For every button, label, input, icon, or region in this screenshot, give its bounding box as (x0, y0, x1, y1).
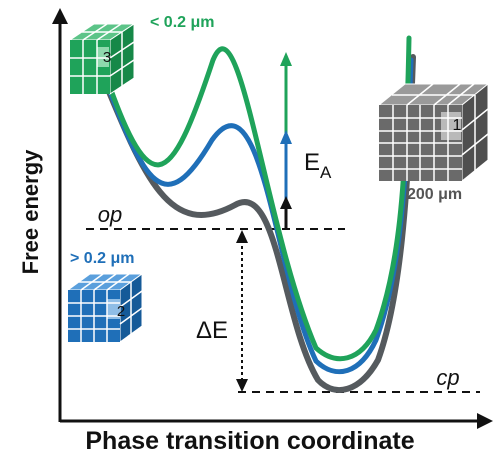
ea-arrowhead-green (280, 52, 292, 66)
y-axis-label: Free energy (18, 149, 43, 274)
ea-arrowhead-black (280, 196, 292, 209)
ea-arrowhead-blue (280, 130, 292, 144)
cube-gray: 1 (377, 82, 490, 183)
delta-e-label: ΔE (196, 317, 228, 344)
cube-green: 3 (68, 23, 136, 95)
op-label: op (98, 202, 122, 227)
cube-green-label: < 0.2 μm (150, 14, 215, 31)
curve-gray (97, 54, 416, 393)
curve-green (97, 35, 412, 362)
cube-gray-number: 1 (453, 117, 462, 134)
activation-arrows (280, 52, 292, 229)
curve-blue (97, 57, 414, 375)
ea-label: EA (304, 149, 332, 182)
ea-label-main: E (304, 149, 320, 176)
x-axis-label: Phase transition coordinate (85, 427, 414, 455)
cube-gray-label: 200 μm (407, 186, 462, 203)
cube-green-number: 3 (103, 49, 111, 66)
cube-blue-label: > 0.2 μm (70, 250, 135, 267)
cp-label: cp (436, 365, 459, 390)
y-axis-arrowhead (52, 8, 68, 24)
cube-blue: 2 (66, 273, 144, 343)
delta-e-arrowhead-top (236, 230, 248, 243)
cube-blue-number: 2 (117, 303, 125, 320)
delta-e-arrowhead-bottom (236, 379, 248, 392)
x-axis-arrowhead (477, 413, 493, 429)
axes (52, 8, 493, 429)
ea-label-sub: A (320, 163, 332, 182)
